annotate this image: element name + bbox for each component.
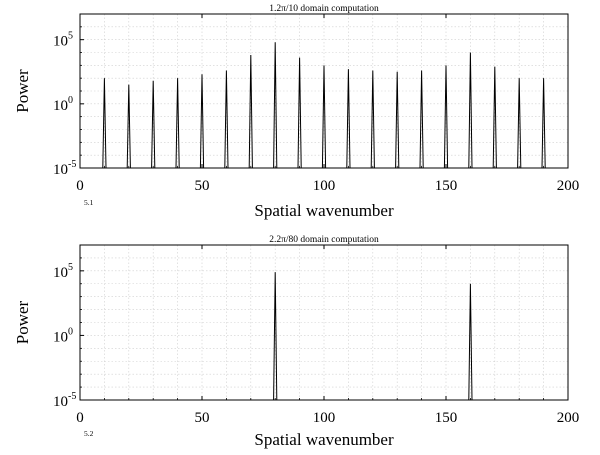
series-1	[273, 272, 473, 401]
y-tick-exponent: -5	[68, 391, 76, 402]
spike-peak	[297, 57, 302, 169]
x-tick-label: 50	[195, 410, 210, 426]
panel-label: 5.2	[84, 429, 94, 438]
x-axis-label: Spatial wavenumber	[254, 201, 394, 220]
x-tick-label: 0	[76, 410, 84, 426]
y-tick-label: 10	[53, 34, 68, 50]
series-1	[102, 42, 546, 169]
y-axis-label: Power	[13, 69, 32, 113]
spike-peak	[419, 70, 424, 169]
y-tick-label: 10	[53, 162, 68, 178]
x-tick-label: 50	[195, 178, 210, 194]
spike-peak	[443, 65, 449, 169]
spike-peak	[248, 55, 253, 169]
spike-peak	[395, 71, 400, 169]
panel-label: 5.1	[84, 198, 94, 207]
spike-peak	[224, 70, 229, 169]
chart-title: 2.2π/80 domain computation	[269, 235, 379, 245]
spike-peak	[102, 78, 107, 169]
spike-peak	[273, 42, 278, 169]
spike-peak	[321, 65, 327, 169]
y-tick-label: 10	[53, 394, 68, 410]
y-tick-label: 10	[53, 265, 68, 281]
spike-peak	[468, 283, 473, 401]
y-tick-exponent: 0	[68, 95, 73, 106]
spike-peak	[199, 74, 205, 169]
y-axis-label: Power	[13, 300, 32, 344]
y-tick-exponent: 5	[68, 262, 73, 273]
spike-peak	[468, 52, 473, 169]
spike-peak	[370, 70, 375, 169]
spike-peak	[175, 78, 180, 169]
x-tick-label: 100	[313, 178, 336, 194]
x-tick-label: 100	[313, 410, 336, 426]
x-tick-label: 150	[435, 410, 458, 426]
x-axis-label: Spatial wavenumber	[254, 430, 394, 449]
x-tick-label: 150	[435, 178, 458, 194]
spike-peak	[492, 66, 497, 169]
chart-title: 1.2π/10 domain computation	[269, 4, 379, 14]
grid	[80, 245, 568, 400]
spike-peak	[517, 78, 522, 169]
spike-peak	[273, 272, 278, 401]
spike-peak	[541, 78, 546, 169]
y-tick-label: 10	[53, 329, 68, 345]
y-tick-exponent: 0	[68, 326, 73, 337]
y-tick-label: 10	[53, 98, 68, 114]
spike-peak	[151, 80, 156, 169]
spike-peak	[126, 84, 131, 169]
y-tick-exponent: -5	[68, 159, 76, 170]
x-tick-label: 200	[557, 178, 580, 194]
x-tick-label: 0	[76, 178, 84, 194]
x-tick-label: 200	[557, 410, 580, 426]
y-tick-exponent: 5	[68, 31, 73, 42]
spike-peak	[346, 69, 351, 169]
